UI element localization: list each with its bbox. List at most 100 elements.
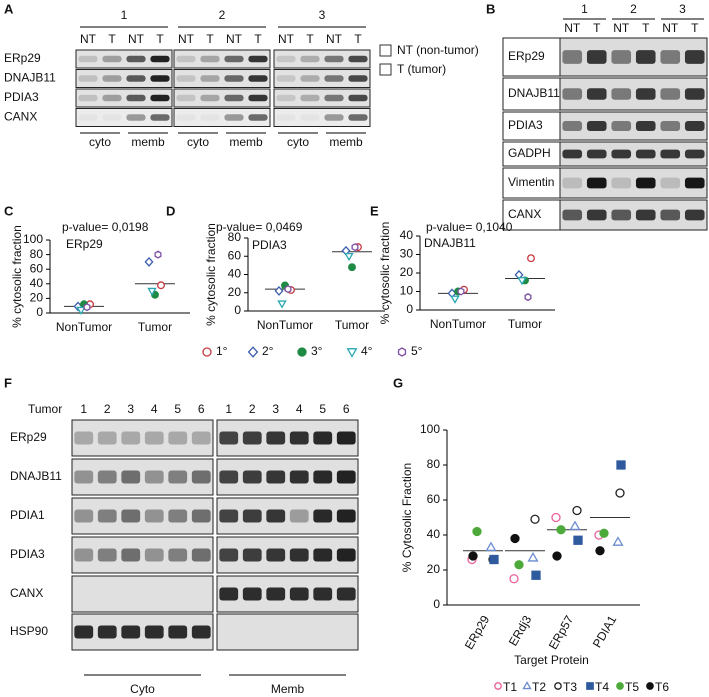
legend-label: 2° bbox=[262, 344, 274, 358]
blot bbox=[75, 108, 173, 127]
point bbox=[274, 286, 284, 296]
band bbox=[562, 50, 583, 64]
legend-label: 4° bbox=[361, 344, 373, 358]
legend-marker bbox=[346, 348, 358, 358]
legend-label: T4 bbox=[595, 680, 609, 694]
panel-label: B bbox=[486, 1, 495, 16]
row-label: PDIA3 bbox=[4, 90, 39, 104]
y-tick-label: 20 bbox=[30, 291, 44, 305]
band bbox=[684, 88, 705, 100]
y-tick-label: 80 bbox=[30, 247, 44, 261]
lane-label: T bbox=[306, 32, 314, 46]
band bbox=[562, 177, 583, 189]
x-tick-label: Tumor bbox=[508, 317, 542, 331]
band bbox=[324, 114, 344, 121]
band bbox=[150, 75, 170, 82]
band bbox=[276, 94, 296, 102]
band bbox=[102, 114, 121, 120]
group-label: 2 bbox=[219, 8, 226, 22]
point bbox=[284, 285, 292, 294]
y-tick-label: 100 bbox=[420, 422, 440, 436]
band bbox=[289, 587, 309, 601]
point bbox=[517, 277, 527, 286]
point bbox=[552, 551, 562, 561]
y-tick-label: 60 bbox=[30, 261, 44, 275]
point bbox=[144, 256, 154, 267]
legend-label: 5° bbox=[411, 344, 423, 358]
band bbox=[191, 470, 211, 484]
band bbox=[336, 548, 356, 562]
band bbox=[126, 75, 146, 82]
lane-label: 2 bbox=[104, 402, 111, 416]
point bbox=[531, 570, 541, 580]
band bbox=[562, 149, 583, 159]
point bbox=[572, 505, 582, 516]
band bbox=[97, 509, 117, 523]
band bbox=[191, 548, 211, 562]
panel-label: A bbox=[4, 1, 14, 16]
band bbox=[248, 94, 268, 102]
lane-label: T bbox=[354, 32, 362, 46]
band bbox=[289, 509, 309, 523]
legend-marker bbox=[586, 682, 594, 690]
band bbox=[126, 55, 146, 63]
lane-label: T bbox=[206, 32, 214, 46]
band bbox=[97, 625, 117, 639]
band bbox=[97, 431, 117, 445]
band bbox=[300, 55, 320, 63]
band bbox=[324, 94, 344, 102]
point bbox=[348, 263, 356, 272]
band bbox=[586, 209, 607, 221]
lane-label: NT bbox=[178, 32, 195, 46]
lane-label: T bbox=[593, 21, 601, 35]
lane-label: NT bbox=[326, 32, 343, 46]
blot bbox=[173, 88, 271, 108]
legend-label: 1° bbox=[216, 344, 228, 358]
band bbox=[660, 149, 681, 159]
band bbox=[102, 94, 122, 102]
blot bbox=[559, 167, 708, 199]
chart-title: p-value= 0,1040 bbox=[426, 220, 513, 234]
y-tick-label: 40 bbox=[400, 228, 414, 242]
panel-label: G bbox=[393, 375, 403, 390]
blot bbox=[71, 458, 214, 496]
band bbox=[74, 509, 94, 523]
band bbox=[660, 88, 681, 100]
y-tick-label: 100 bbox=[23, 232, 43, 246]
band bbox=[144, 509, 164, 523]
lane-label: 2 bbox=[249, 402, 256, 416]
band bbox=[219, 548, 239, 562]
band bbox=[611, 88, 632, 100]
row-label: DNAJB11 bbox=[10, 469, 62, 483]
fraction-label: memb bbox=[131, 135, 165, 149]
point bbox=[527, 254, 535, 263]
legend-marker bbox=[554, 682, 562, 690]
row-label: DNAJB11 bbox=[508, 86, 560, 100]
point bbox=[472, 526, 482, 537]
band bbox=[102, 75, 122, 82]
band bbox=[266, 509, 286, 523]
point bbox=[157, 281, 165, 290]
y-axis-label: % cytosolic fraction bbox=[10, 225, 24, 328]
band bbox=[219, 587, 239, 601]
blot bbox=[273, 88, 371, 108]
legend-label: NT (non-tumor) bbox=[397, 43, 479, 57]
band bbox=[224, 114, 244, 121]
band bbox=[660, 50, 681, 64]
point bbox=[76, 306, 86, 316]
band bbox=[611, 120, 632, 132]
legend-marker bbox=[616, 682, 624, 690]
lane-label: 4 bbox=[151, 402, 158, 416]
fraction-label: cyto bbox=[187, 135, 209, 149]
band bbox=[78, 55, 98, 63]
fraction-label: memb bbox=[329, 135, 363, 149]
lane-label: 4 bbox=[296, 402, 303, 416]
band bbox=[126, 114, 146, 121]
band bbox=[276, 55, 296, 63]
x-tick-label: ERdj3 bbox=[506, 613, 535, 649]
band bbox=[176, 75, 196, 82]
x-tick-label: PDIA1 bbox=[590, 613, 620, 650]
lane-label: 3 bbox=[272, 402, 279, 416]
band bbox=[266, 587, 286, 601]
